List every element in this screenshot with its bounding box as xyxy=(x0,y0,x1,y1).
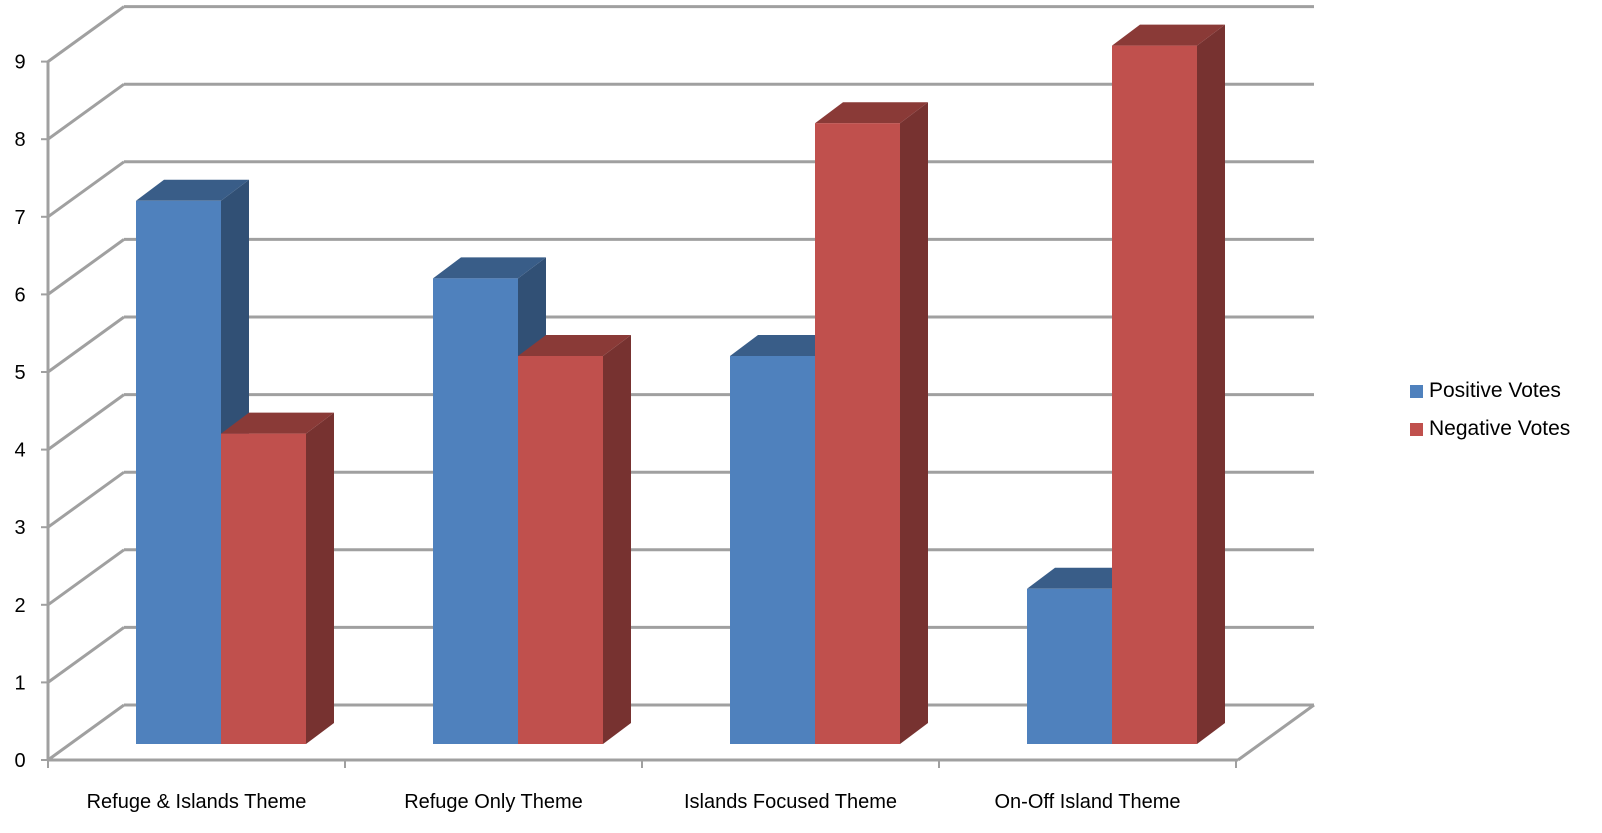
y-tick-label: 1 xyxy=(14,672,25,694)
x-tick-label: Refuge Only Theme xyxy=(404,791,583,813)
bar-top xyxy=(136,179,249,201)
y-tick-label: 5 xyxy=(14,362,25,384)
bar[interactable] xyxy=(518,335,631,744)
bar-top xyxy=(730,335,843,356)
bar-top xyxy=(221,412,334,434)
gridline-side xyxy=(47,470,125,529)
bar-top xyxy=(518,335,631,356)
y-tick-label: 3 xyxy=(14,517,25,539)
y-tick-label: 0 xyxy=(14,750,25,772)
bar-side xyxy=(900,102,928,744)
bar-top xyxy=(433,257,546,279)
bar[interactable] xyxy=(221,412,334,744)
gridline-side xyxy=(47,5,125,63)
legend-swatch-positive xyxy=(1410,384,1423,398)
bar-side xyxy=(603,335,631,744)
legend-item-negative[interactable]: Negative Votes xyxy=(1410,410,1570,448)
bar-side xyxy=(306,412,334,744)
axes xyxy=(41,60,1238,768)
gridline-side xyxy=(47,626,125,684)
gridline-side xyxy=(47,82,125,141)
x-tick-label: Refuge & Islands Theme xyxy=(87,791,307,813)
legend-label-negative: Negative Votes xyxy=(1429,417,1571,440)
bar-front xyxy=(221,433,306,744)
legend-swatch-negative xyxy=(1410,422,1423,436)
bar-front xyxy=(815,123,900,744)
bar-front xyxy=(136,200,221,745)
legend-item-positive[interactable]: Positive Votes xyxy=(1410,372,1570,410)
bar-front xyxy=(518,356,603,744)
gridline-side xyxy=(47,315,125,374)
bar-front xyxy=(730,356,815,744)
gridline-side xyxy=(47,238,125,296)
y-tick-label: 6 xyxy=(14,284,25,306)
bar-front xyxy=(1112,45,1197,745)
bar-top xyxy=(815,102,928,124)
bars xyxy=(136,24,1225,745)
y-tick-label: 7 xyxy=(14,207,25,229)
gridline-side xyxy=(47,548,125,607)
bar[interactable] xyxy=(1112,24,1225,745)
bar[interactable] xyxy=(815,102,928,744)
y-tick-label: 8 xyxy=(14,129,25,151)
gridline-side xyxy=(47,703,125,762)
gridline-side xyxy=(47,160,125,219)
tick-labels: 0 1 2 3 4 5 6 7 8 9 Refuge & Islands Theme Refuge O… xyxy=(14,52,1180,813)
y-tick-label: 4 xyxy=(14,440,25,462)
bar-front xyxy=(1027,588,1112,744)
floor-edge xyxy=(1237,703,1315,762)
bar-front xyxy=(433,278,518,744)
bar-side xyxy=(1197,24,1225,745)
bar-top xyxy=(1112,24,1225,46)
x-tick-label: On-Off Island Theme xyxy=(994,791,1180,813)
y-tick-label: 2 xyxy=(14,595,25,617)
bar-top xyxy=(1027,567,1140,589)
y-tick-label: 9 xyxy=(14,52,25,74)
legend-label-positive: Positive Votes xyxy=(1429,379,1561,402)
gridline-side xyxy=(47,393,125,451)
x-tick-label: Islands Focused Theme xyxy=(684,791,897,813)
legend: Positive Votes Negative Votes xyxy=(1410,372,1570,448)
